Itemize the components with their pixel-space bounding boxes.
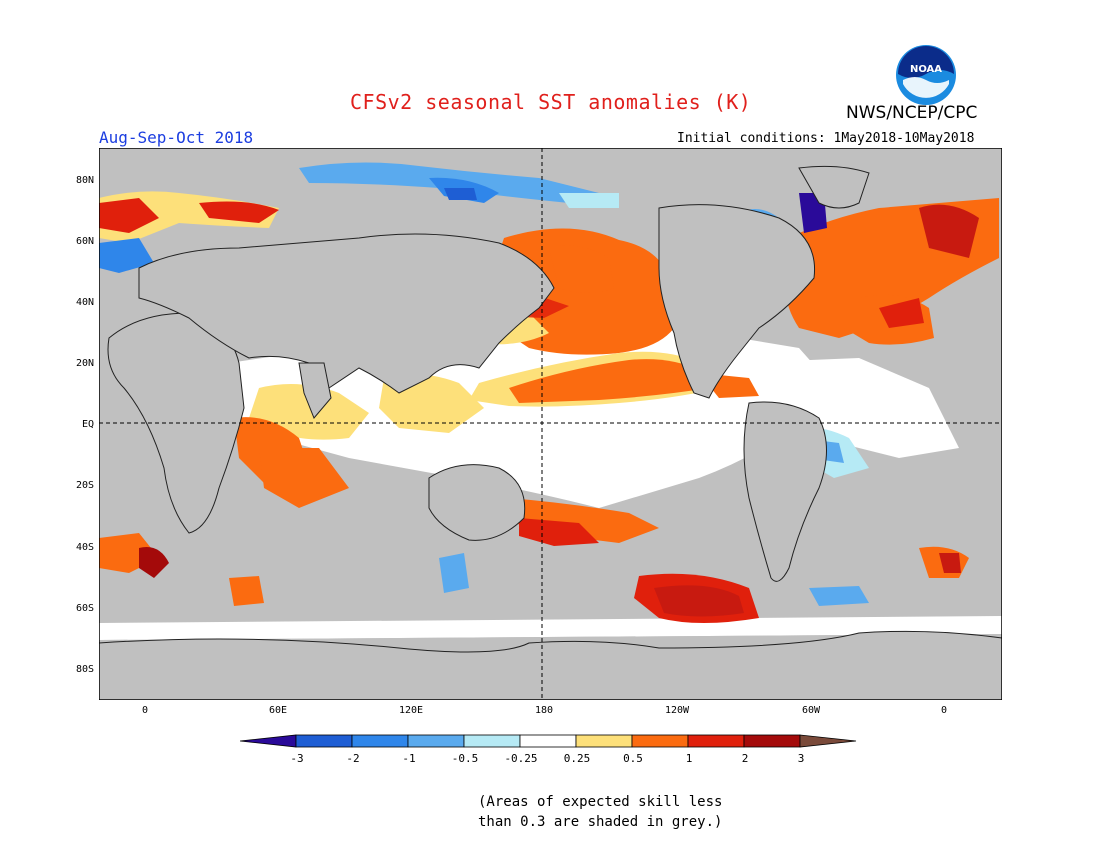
colorbar-segment [631,734,689,748]
colorbar-segment [687,734,745,748]
colorbar-segment [575,734,633,748]
lat-label-60s: 60S [75,603,94,614]
colorbar-segment [240,734,297,748]
colorbar-segment [351,734,409,748]
season-label: Aug-Sep-Oct 2018 [99,128,254,147]
colorbar-label: -3 [290,752,304,765]
lon-label-120e: 120E [398,705,424,716]
lon-label-60e: 60E [268,705,288,716]
lat-label-80n: 80N [75,175,94,186]
sst-anomaly-map [99,148,1002,700]
lat-label-40s: 40S [75,542,94,553]
colorbar-label: -2 [346,752,360,765]
colorbar [240,734,857,748]
colorbar-label: -0.5 [451,752,479,765]
colorbar-segment [743,734,801,748]
lon-label-120w: 120W [664,705,690,716]
lat-label-40n: 40N [75,297,94,308]
colorbar-label: -0.25 [504,752,538,765]
skill-note: (Areas of expected skill less than 0.3 a… [478,792,722,832]
colorbar-label: 0.25 [563,752,591,765]
colorbar-label: 2 [741,752,749,765]
skill-note-line-1: (Areas of expected skill less [478,794,723,810]
initial-conditions-label: Initial conditions: 1May2018-10May2018 [677,131,975,146]
colorbar-label: 0.5 [623,752,643,765]
lon-label-0-east: 0 [940,705,948,716]
colorbar-segment [463,734,521,748]
lon-label-60w: 60W [801,705,821,716]
lon-label-180: 180 [534,705,554,716]
lat-label-eq: EQ [81,419,94,430]
colorbar-segment [799,734,857,748]
skill-note-line-2: than 0.3 are shaded in grey.) [478,814,723,830]
noaa-logo: NOAA [896,45,956,105]
lat-label-60n: 60N [75,236,94,247]
colorbar-label: 3 [797,752,805,765]
lon-label-0: 0 [141,705,149,716]
colorbar-label: -1 [402,752,416,765]
lat-label-20s: 20S [75,480,94,491]
agency-label: NWS/NCEP/CPC [846,103,978,123]
noaa-logo-text: NOAA [910,64,942,75]
colorbar-label: 1 [685,752,693,765]
colorbar-segment [295,734,353,748]
lat-label-80s: 80S [75,664,94,675]
map-title: CFSv2 seasonal SST anomalies (K) [350,90,752,114]
lat-label-20n: 20N [75,358,94,369]
colorbar-segment [407,734,465,748]
colorbar-segment [519,734,577,748]
